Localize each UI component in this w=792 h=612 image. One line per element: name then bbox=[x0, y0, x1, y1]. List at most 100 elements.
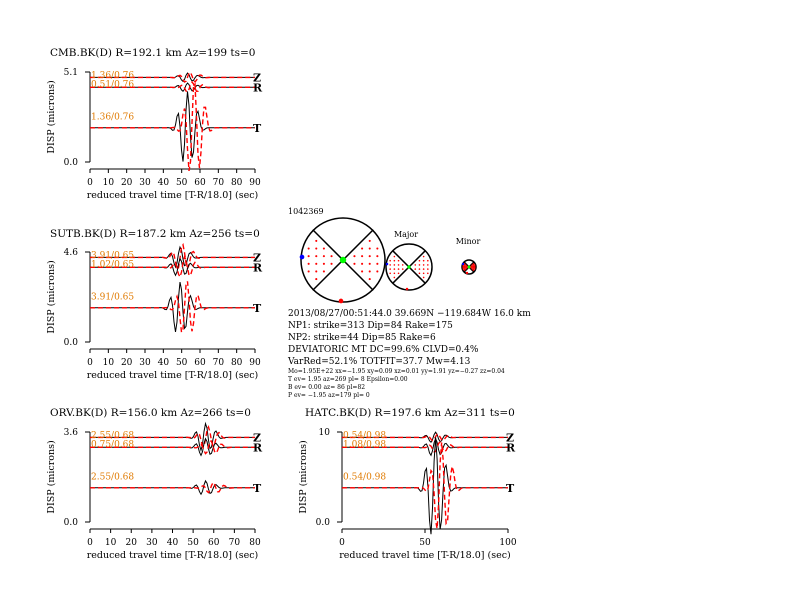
station-title: HATC.BK(D) R=197.6 km Az=311 ts=0 bbox=[305, 407, 515, 419]
mech-line-deviatoric: DEVIATORIC MT DC=99.6% CLVD=0.4% bbox=[288, 345, 479, 355]
component-label: Z bbox=[253, 431, 261, 444]
x-tick-label: 30 bbox=[139, 358, 151, 368]
x-tick-label: 60 bbox=[208, 538, 220, 548]
fit-label: 0.51/0.76 bbox=[91, 80, 134, 90]
x-tick-label: 40 bbox=[167, 538, 179, 548]
synthetic-trace-z bbox=[90, 71, 255, 83]
fit-label: 3.91/0.65 bbox=[91, 293, 134, 303]
synthetic-trace-t bbox=[90, 481, 255, 494]
component-label: R bbox=[506, 441, 516, 454]
x-tick-label: 20 bbox=[121, 358, 133, 368]
x-tick-label: 60 bbox=[194, 178, 206, 188]
y-axis-label: DISP (microns) bbox=[46, 80, 57, 153]
y-max-label: 4.6 bbox=[64, 248, 79, 258]
x-tick-label: 50 bbox=[176, 358, 188, 368]
major-label: Major bbox=[394, 230, 418, 239]
x-tick-label: 10 bbox=[103, 358, 115, 368]
y-zero-label: 0.0 bbox=[64, 338, 79, 348]
p-axis-marker bbox=[338, 298, 344, 304]
synthetic-trace-z bbox=[90, 242, 255, 271]
component-label: Z bbox=[506, 431, 514, 444]
mech-small-mo: Mo=1.95E+22 xx=−1.95 xy=0.09 xz=0.01 yy=… bbox=[288, 368, 505, 375]
fit-label: 1.36/0.76 bbox=[91, 71, 134, 81]
x-tick-label: 100 bbox=[499, 538, 516, 548]
x-axis-label: reduced travel time [T-R/18.0] (sec) bbox=[87, 550, 258, 561]
component-label: R bbox=[253, 81, 263, 94]
y-max-label: 10 bbox=[319, 428, 331, 438]
x-tick-label: 80 bbox=[231, 178, 243, 188]
y-axis-label: DISP (microns) bbox=[298, 440, 309, 513]
b-axis-marker bbox=[407, 265, 411, 269]
synthetic-trace-t bbox=[90, 281, 255, 335]
y-axis-label: DISP (microns) bbox=[46, 260, 57, 333]
p-axis-marker bbox=[405, 287, 409, 291]
x-tick-label: 30 bbox=[146, 538, 158, 548]
station-panel: ORV.BK(D) R=156.0 km Az=266 ts=0 3.6 0.0 DI… bbox=[46, 407, 263, 561]
mech-line-origin: 2013/08/27/00:51:44.0 39.669N −119.684W … bbox=[288, 309, 531, 319]
b-axis-marker bbox=[339, 256, 347, 264]
beachball-minor bbox=[461, 259, 477, 275]
x-axis-label: reduced travel time [T-R/18.0] (sec) bbox=[87, 370, 258, 381]
station-panel: CMB.BK(D) R=192.1 km Az=199 ts=0 5.1 0.0 DI… bbox=[46, 47, 263, 201]
fit-label: 1.08/0.98 bbox=[343, 440, 386, 450]
x-tick-label: 30 bbox=[139, 178, 151, 188]
fit-label: 0.54/0.98 bbox=[343, 473, 386, 483]
y-zero-label: 0.0 bbox=[64, 158, 79, 168]
fit-label: 2.55/0.68 bbox=[91, 431, 134, 441]
x-axis-label: reduced travel time [T-R/18.0] (sec) bbox=[339, 550, 510, 561]
x-tick-label: 50 bbox=[187, 538, 199, 548]
station-title: SUTB.BK(D) R=187.2 km Az=256 ts=0 bbox=[50, 228, 260, 240]
x-tick-label: 60 bbox=[194, 358, 206, 368]
fit-label: 3.91/0.65 bbox=[91, 251, 134, 261]
y-axis-label: DISP (microns) bbox=[46, 440, 57, 513]
mech-line-fit: VarRed=52.1% TOTFIT=37.7 Mw=4.13 bbox=[287, 357, 471, 367]
compression-dots bbox=[389, 255, 429, 279]
compression-dots bbox=[462, 263, 476, 271]
synthetic-trace-r bbox=[90, 440, 255, 455]
mech-small-b: B ev= 0.00 az= 86 pl=82 bbox=[288, 384, 365, 391]
y-max-label: 5.1 bbox=[64, 68, 78, 78]
component-label: T bbox=[253, 122, 262, 135]
synthetic-trace-r bbox=[342, 441, 508, 453]
synthetic-trace-z bbox=[90, 424, 255, 448]
station-title: CMB.BK(D) R=192.1 km Az=199 ts=0 bbox=[50, 47, 255, 59]
y-max-label: 3.6 bbox=[64, 428, 79, 438]
x-tick-label: 80 bbox=[249, 538, 261, 548]
fit-label: 1.36/0.76 bbox=[91, 113, 134, 123]
x-tick-label: 50 bbox=[176, 178, 188, 188]
component-label: T bbox=[506, 482, 515, 495]
fit-label: 0.54/0.98 bbox=[343, 431, 386, 441]
mechanism-block: 1042369 Major Minor 2013/08/27/00:51:44.… bbox=[287, 207, 531, 399]
x-tick-label: 0 bbox=[87, 178, 93, 188]
x-tick-label: 0 bbox=[87, 538, 93, 548]
y-zero-label: 0.0 bbox=[316, 518, 331, 528]
observed-trace-t bbox=[342, 437, 508, 535]
x-tick-label: 90 bbox=[249, 178, 261, 188]
x-tick-label: 20 bbox=[126, 538, 138, 548]
x-tick-label: 20 bbox=[121, 178, 133, 188]
component-label: R bbox=[253, 441, 263, 454]
mech-small-t: T ev= 1.95 az=269 pl= 8 Epsilon=0.00 bbox=[288, 376, 408, 383]
station-title: ORV.BK(D) R=156.0 km Az=266 ts=0 bbox=[50, 407, 251, 419]
event-id: 1042369 bbox=[288, 207, 324, 216]
x-tick-label: 90 bbox=[249, 358, 261, 368]
component-label: Z bbox=[253, 71, 261, 84]
fit-label: 1.02/0.65 bbox=[91, 260, 134, 270]
station-panel: SUTB.BK(D) R=187.2 km Az=256 ts=0 4.6 0.0 D… bbox=[46, 228, 263, 381]
x-tick-label: 80 bbox=[231, 358, 243, 368]
y-zero-label: 0.0 bbox=[64, 518, 79, 528]
component-label: T bbox=[253, 302, 262, 315]
x-tick-label: 0 bbox=[339, 538, 345, 548]
t-axis-marker bbox=[461, 262, 465, 266]
x-tick-label: 10 bbox=[105, 538, 117, 548]
x-tick-label: 10 bbox=[103, 178, 115, 188]
x-tick-label: 70 bbox=[213, 178, 225, 188]
synthetic-trace-z bbox=[342, 433, 508, 442]
mech-small-p: P ev= −1.95 az=179 pl= 0 bbox=[288, 392, 370, 399]
beachball-full bbox=[299, 217, 386, 304]
fit-label: 0.75/0.68 bbox=[91, 440, 134, 450]
mech-line-np1: NP1: strike=313 Dip=84 Rake=175 bbox=[288, 321, 453, 331]
t-axis-marker bbox=[385, 262, 389, 266]
x-tick-label: 50 bbox=[419, 538, 431, 548]
